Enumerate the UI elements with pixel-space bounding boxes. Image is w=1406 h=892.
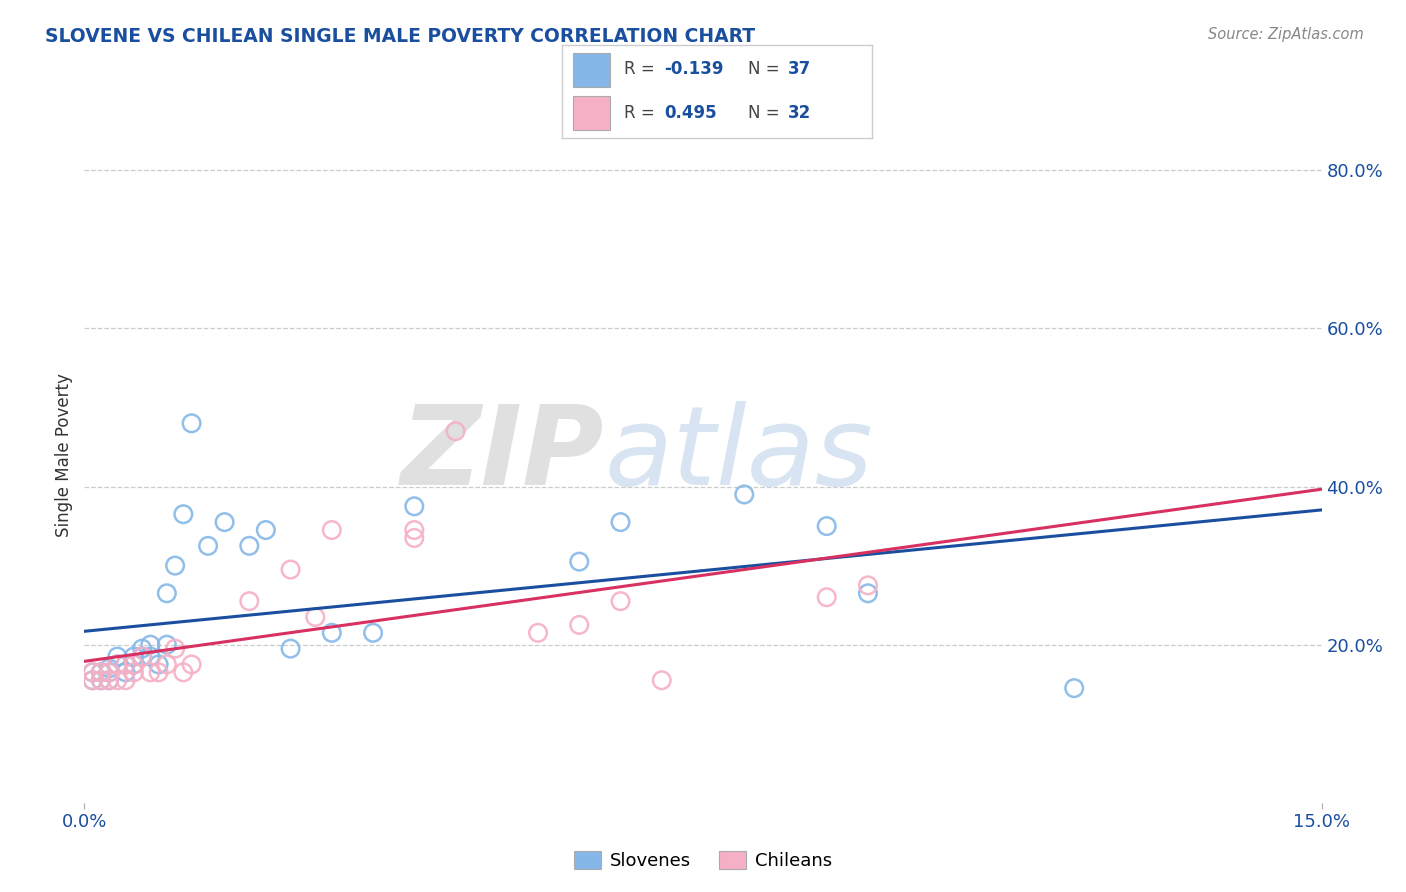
Bar <box>574 53 610 87</box>
Point <box>172 507 194 521</box>
Text: R =: R = <box>624 61 661 78</box>
Text: Source: ZipAtlas.com: Source: ZipAtlas.com <box>1208 27 1364 42</box>
Point <box>105 673 128 688</box>
Point <box>404 531 426 545</box>
Point <box>90 665 112 680</box>
Point <box>105 657 128 672</box>
Point <box>139 665 162 680</box>
Point <box>180 417 202 431</box>
Point <box>122 657 145 672</box>
Point <box>527 625 550 640</box>
Text: atlas: atlas <box>605 401 873 508</box>
Point <box>90 673 112 688</box>
Point <box>815 591 838 605</box>
Point <box>197 539 219 553</box>
Point <box>139 649 162 664</box>
Text: 32: 32 <box>789 103 811 121</box>
Point <box>98 665 121 680</box>
Point <box>404 500 426 514</box>
Text: 0.495: 0.495 <box>665 103 717 121</box>
Point <box>180 657 202 672</box>
Point <box>98 673 121 688</box>
Text: N =: N = <box>748 103 785 121</box>
Point <box>98 665 121 680</box>
Text: N =: N = <box>748 61 785 78</box>
Point <box>304 610 326 624</box>
Point <box>444 424 467 438</box>
Point <box>156 638 179 652</box>
Point <box>82 665 104 680</box>
Point <box>156 586 179 600</box>
Point <box>82 673 104 688</box>
Point <box>238 594 260 608</box>
Point <box>172 665 194 680</box>
Point <box>321 523 343 537</box>
Text: -0.139: -0.139 <box>665 61 724 78</box>
Point <box>114 673 136 688</box>
Point <box>131 641 153 656</box>
Text: R =: R = <box>624 103 661 121</box>
Point <box>82 665 104 680</box>
Text: ZIP: ZIP <box>401 401 605 508</box>
Point <box>280 641 302 656</box>
Bar <box>574 96 610 130</box>
Point <box>98 673 121 688</box>
Point <box>280 563 302 577</box>
Point <box>165 641 187 656</box>
Text: SLOVENE VS CHILEAN SINGLE MALE POVERTY CORRELATION CHART: SLOVENE VS CHILEAN SINGLE MALE POVERTY C… <box>45 27 755 45</box>
Point <box>733 487 755 501</box>
Point <box>214 515 236 529</box>
Point <box>148 665 170 680</box>
Point <box>131 649 153 664</box>
Point <box>254 523 277 537</box>
Point <box>105 649 128 664</box>
Point <box>856 586 879 600</box>
Point <box>114 665 136 680</box>
Point <box>156 657 179 672</box>
Point <box>105 657 128 672</box>
Point <box>131 649 153 664</box>
Point <box>82 673 104 688</box>
Point <box>568 555 591 569</box>
Point <box>361 625 384 640</box>
Point <box>90 673 112 688</box>
Text: 37: 37 <box>789 61 811 78</box>
Point <box>122 649 145 664</box>
Point <box>114 657 136 672</box>
Point <box>90 665 112 680</box>
Point <box>139 638 162 652</box>
Legend: Slovenes, Chileans: Slovenes, Chileans <box>567 844 839 877</box>
Point <box>122 665 145 680</box>
Point <box>609 515 631 529</box>
Point <box>609 594 631 608</box>
Y-axis label: Single Male Poverty: Single Male Poverty <box>55 373 73 537</box>
Point <box>1063 681 1085 695</box>
Point <box>321 625 343 640</box>
Point <box>122 657 145 672</box>
Point <box>238 539 260 553</box>
Point <box>815 519 838 533</box>
Point <box>165 558 187 573</box>
Point <box>404 523 426 537</box>
Point <box>856 578 879 592</box>
Point <box>114 657 136 672</box>
Point <box>568 618 591 632</box>
Point <box>148 657 170 672</box>
Point <box>651 673 673 688</box>
Point <box>98 661 121 675</box>
